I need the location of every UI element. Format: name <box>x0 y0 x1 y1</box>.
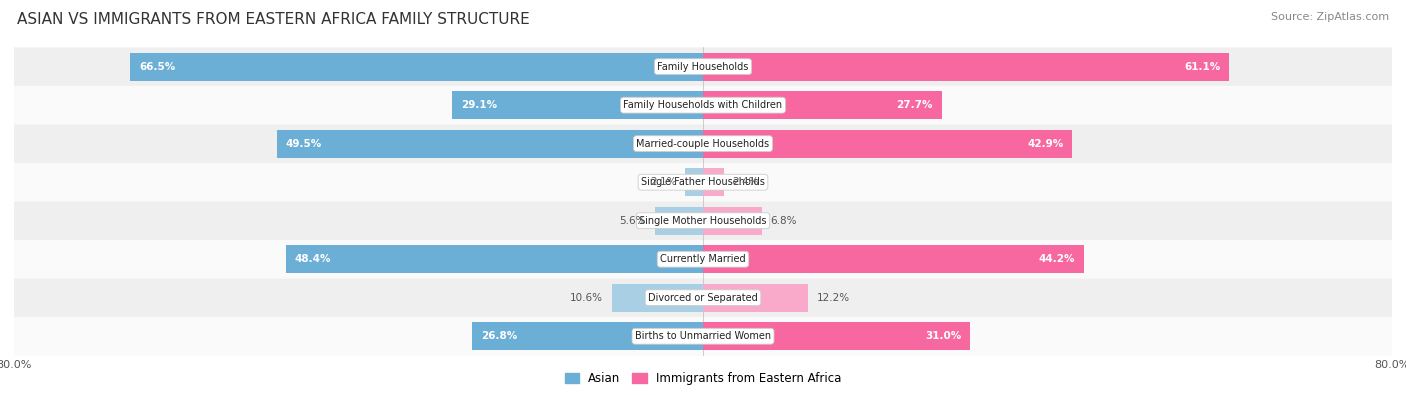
Text: 12.2%: 12.2% <box>817 293 849 303</box>
Text: ASIAN VS IMMIGRANTS FROM EASTERN AFRICA FAMILY STRUCTURE: ASIAN VS IMMIGRANTS FROM EASTERN AFRICA … <box>17 12 530 27</box>
Text: 2.4%: 2.4% <box>733 177 759 187</box>
Bar <box>703 207 762 235</box>
Text: 31.0%: 31.0% <box>925 331 962 341</box>
Bar <box>703 130 1073 158</box>
Text: Single Mother Households: Single Mother Households <box>640 216 766 226</box>
Bar <box>685 168 703 196</box>
FancyBboxPatch shape <box>14 278 1392 317</box>
Text: 5.6%: 5.6% <box>620 216 647 226</box>
Text: 66.5%: 66.5% <box>139 62 176 71</box>
Bar <box>612 284 703 312</box>
Text: Source: ZipAtlas.com: Source: ZipAtlas.com <box>1271 12 1389 22</box>
Text: Divorced or Separated: Divorced or Separated <box>648 293 758 303</box>
Bar <box>703 91 942 119</box>
Text: 2.1%: 2.1% <box>650 177 676 187</box>
Legend: Asian, Immigrants from Eastern Africa: Asian, Immigrants from Eastern Africa <box>560 367 846 389</box>
Bar <box>287 245 703 273</box>
FancyBboxPatch shape <box>14 47 1392 86</box>
Text: 49.5%: 49.5% <box>285 139 322 149</box>
Text: 48.4%: 48.4% <box>295 254 332 264</box>
Bar <box>472 322 703 350</box>
FancyBboxPatch shape <box>14 317 1392 356</box>
Bar <box>655 207 703 235</box>
Text: 42.9%: 42.9% <box>1028 139 1064 149</box>
Text: Single Father Households: Single Father Households <box>641 177 765 187</box>
Text: Currently Married: Currently Married <box>661 254 745 264</box>
Bar <box>703 245 1084 273</box>
Text: 6.8%: 6.8% <box>770 216 797 226</box>
Text: Family Households with Children: Family Households with Children <box>623 100 783 110</box>
Text: Family Households: Family Households <box>658 62 748 71</box>
Text: 27.7%: 27.7% <box>897 100 934 110</box>
Bar <box>703 53 1229 81</box>
Bar <box>277 130 703 158</box>
Bar <box>453 91 703 119</box>
Text: 26.8%: 26.8% <box>481 331 517 341</box>
FancyBboxPatch shape <box>14 240 1392 278</box>
Text: Births to Unmarried Women: Births to Unmarried Women <box>636 331 770 341</box>
Bar <box>131 53 703 81</box>
FancyBboxPatch shape <box>14 163 1392 201</box>
FancyBboxPatch shape <box>14 124 1392 163</box>
Bar <box>703 168 724 196</box>
FancyBboxPatch shape <box>14 201 1392 240</box>
Text: 29.1%: 29.1% <box>461 100 498 110</box>
Bar <box>703 322 970 350</box>
FancyBboxPatch shape <box>14 86 1392 124</box>
Text: 44.2%: 44.2% <box>1039 254 1076 264</box>
Text: 61.1%: 61.1% <box>1184 62 1220 71</box>
Bar <box>703 284 808 312</box>
Text: 10.6%: 10.6% <box>569 293 603 303</box>
Text: Married-couple Households: Married-couple Households <box>637 139 769 149</box>
